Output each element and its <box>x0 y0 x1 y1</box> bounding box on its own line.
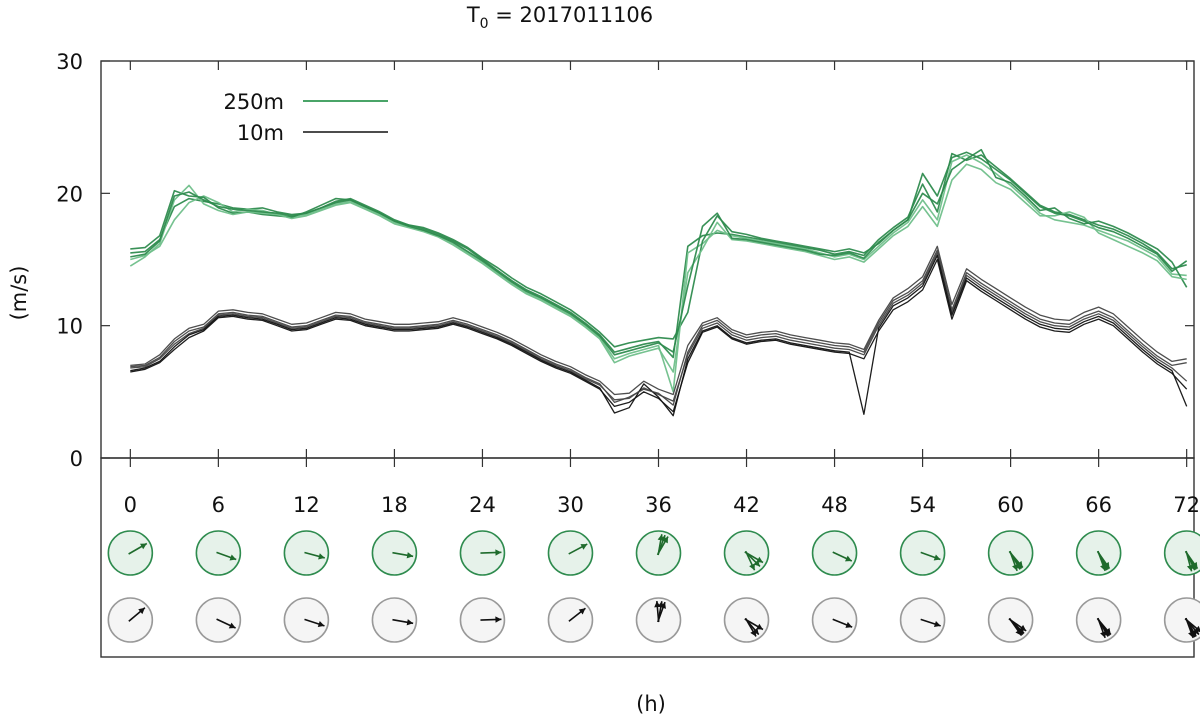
direction-arrow-head <box>228 622 236 629</box>
direction-hour-label: 54 <box>909 493 936 517</box>
direction-arrow-head <box>495 549 502 556</box>
series-line-10m-5 <box>130 249 1187 406</box>
direction-hour-label: 12 <box>293 493 320 517</box>
direction-arrow-head <box>318 553 325 560</box>
series-line-250m-4 <box>129 163 1187 373</box>
direction-arrow-head <box>317 620 325 628</box>
series-line-250m-5 <box>130 151 1188 356</box>
direction-arrow-head <box>753 559 760 567</box>
direction-hour-label: 42 <box>733 493 760 517</box>
x-axis-ticks <box>129 61 1188 467</box>
direction-arrow-head <box>1190 562 1197 570</box>
x-axis-label: (h) <box>636 692 666 716</box>
legend-label-10m: 10m <box>237 121 284 145</box>
series-line-250m-3 <box>130 148 1188 348</box>
direction-hour-label: 48 <box>821 493 848 517</box>
direction-hour-label: 66 <box>1085 493 1112 517</box>
direction-arrow-head <box>933 554 941 561</box>
direction-hour-label: 24 <box>469 493 496 517</box>
y-tick-label: 30 <box>56 50 83 74</box>
direction-arrow-head <box>495 616 502 623</box>
direction-arrow-head <box>406 619 414 626</box>
series-line-10m-2 <box>130 258 1188 413</box>
direction-arrow-head <box>1194 625 1200 632</box>
direction-arrow-head <box>580 544 588 550</box>
direction-arrow-head <box>845 621 853 628</box>
direction-hour-label: 18 <box>381 493 408 517</box>
direction-arrow-head <box>844 555 852 562</box>
direction-arrow-head <box>1103 561 1110 569</box>
direction-arrow-head <box>1189 630 1196 638</box>
direction-arrow-head <box>578 608 586 615</box>
series-line-10m-1 <box>130 252 1188 402</box>
direction-hour-label: 30 <box>557 493 584 517</box>
direction-hour-label: 36 <box>645 493 672 517</box>
series-line-250m-2 <box>130 154 1187 393</box>
direction-arrow-head <box>1103 628 1110 636</box>
y-tick-label: 0 <box>70 447 83 471</box>
direction-arrow-head <box>657 601 664 608</box>
direction-arrow-head <box>749 563 755 571</box>
direction-hour-label: 6 <box>212 493 225 517</box>
direction-arrow-head <box>1016 560 1023 568</box>
legend: 250m 10m <box>223 90 388 145</box>
chart-title-subscript: 0 <box>480 16 489 32</box>
series-lines <box>129 148 1188 417</box>
chart-title: T0 = 2017011106 <box>466 3 653 32</box>
direction-arrow-head <box>229 554 237 561</box>
direction-hour-label: 60 <box>997 493 1024 517</box>
direction-arrow-head <box>933 620 941 628</box>
direction-arrow-head <box>659 535 666 542</box>
legend-label-250m: 250m <box>223 90 284 114</box>
direction-hour-label: 0 <box>124 493 137 517</box>
direction-arrow-head <box>756 623 763 630</box>
direction-rows <box>107 530 1200 643</box>
y-axis-ticks: 0 10 20 30 <box>56 50 1194 471</box>
direction-arrow-head <box>406 552 414 559</box>
direction-arrow-head <box>1016 627 1023 635</box>
series-line-10m-3 <box>130 245 1187 396</box>
chart-title-suffix: = 2017011106 <box>489 3 654 27</box>
direction-arrow-head <box>752 627 759 635</box>
y-tick-label: 20 <box>56 182 83 206</box>
direction-hour-label: 72 <box>1173 493 1200 517</box>
direction-hour-labels: 0 6 12 18 24 30 36 42 48 54 60 66 72 <box>124 493 1200 517</box>
y-tick-label: 10 <box>56 315 83 339</box>
direction-arrow-head <box>138 607 145 615</box>
series-line-10m-4 <box>130 254 1188 417</box>
y-axis-label: (m/s) <box>7 266 31 321</box>
direction-arrow-head <box>140 543 147 550</box>
chart-title-main: T <box>466 3 480 27</box>
